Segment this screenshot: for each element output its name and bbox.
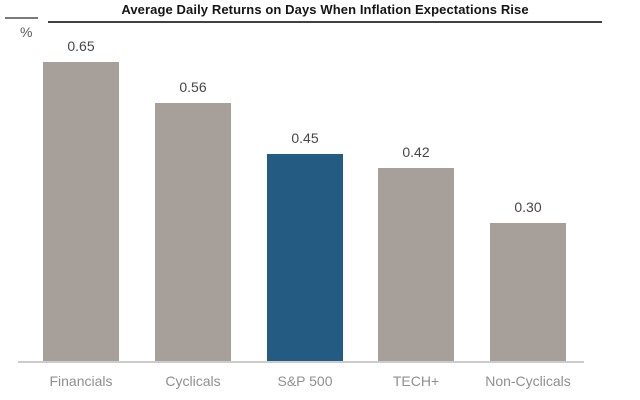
bar-s-p-500: [267, 154, 343, 361]
decorative-dash: [5, 17, 38, 19]
value-label-financials: 0.65: [67, 38, 95, 54]
bar-tech: [378, 168, 454, 361]
chart-title: Average Daily Returns on Days When Infla…: [121, 2, 529, 17]
y-axis-unit-label: %: [20, 24, 33, 40]
bar-cyclicals: [155, 103, 231, 361]
category-label-cyclicals: Cyclicals: [165, 373, 221, 389]
plot-area: 0.65 Financials 0.56 Cyclicals 0.45 S&P 500 0.…: [18, 38, 584, 389]
value-label-tech: 0.42: [402, 144, 430, 160]
category-label-tech: TECH+: [392, 373, 440, 389]
category-label-s-p-500: S&P 500: [277, 373, 333, 389]
bar-non-cyclicals: [490, 223, 566, 361]
value-label-non-cyclicals: 0.30: [514, 199, 542, 215]
chart-title-band: Average Daily Returns on Days When Infla…: [48, 2, 602, 23]
value-label-s-p-500: 0.45: [291, 130, 319, 146]
category-label-financials: Financials: [49, 373, 113, 389]
value-label-cyclicals: 0.56: [179, 79, 207, 95]
bar-financials: [43, 62, 119, 361]
category-label-non-cyclicals: Non-Cyclicals: [485, 373, 571, 389]
